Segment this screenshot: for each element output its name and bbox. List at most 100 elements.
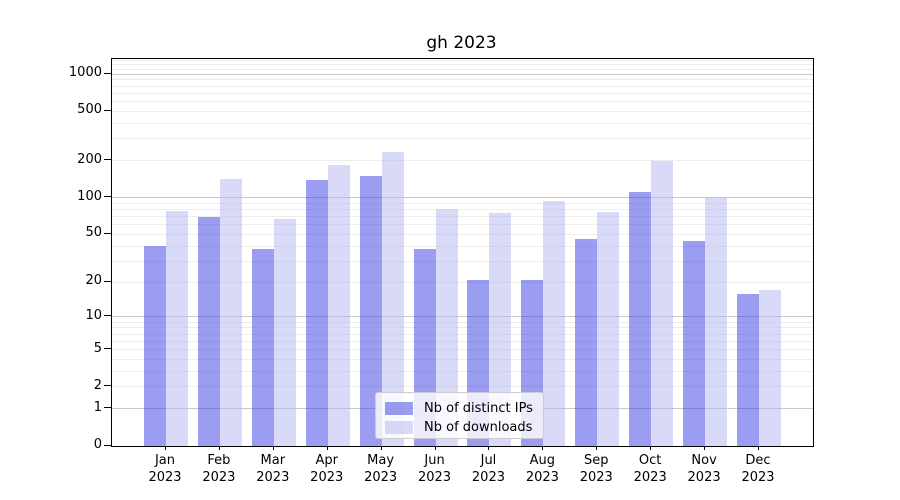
y-tick bbox=[104, 385, 111, 387]
x-tick-label: Jul 2023 bbox=[456, 452, 520, 486]
plot-area bbox=[111, 58, 814, 447]
y-gridline-minor bbox=[112, 138, 813, 140]
x-tick-label-year: 2023 bbox=[633, 470, 667, 485]
x-tick bbox=[326, 446, 328, 450]
y-gridline-minor bbox=[112, 327, 813, 329]
y-tick-label: 1 bbox=[93, 399, 102, 415]
bar-nb-of-distinct-ips-sep bbox=[575, 238, 598, 446]
bar-nb-of-distinct-ips-nov bbox=[683, 241, 706, 446]
y-tick bbox=[104, 407, 111, 409]
legend-item-downloads: Nb of downloads bbox=[385, 418, 535, 436]
bar-nb-of-downloads-oct bbox=[651, 160, 674, 446]
y-tick bbox=[104, 196, 111, 198]
x-tick-label-year: 2023 bbox=[471, 470, 505, 485]
x-tick bbox=[380, 446, 382, 450]
legend: Nb of distinct IPs Nb of downloads bbox=[375, 392, 544, 439]
y-gridline-minor bbox=[112, 209, 813, 211]
x-tick-label-year: 2023 bbox=[310, 470, 344, 485]
x-tick-label: Apr 2023 bbox=[295, 452, 359, 486]
y-gridline-minor bbox=[112, 340, 813, 342]
y-gridline-minor bbox=[112, 122, 813, 124]
x-tick-label: Jan 2023 bbox=[133, 452, 197, 486]
bar-nb-of-distinct-ips-apr bbox=[305, 180, 328, 446]
y-gridline-minor bbox=[112, 386, 813, 388]
y-gridline-major bbox=[112, 197, 813, 199]
chart-title: gh 2023 bbox=[426, 33, 497, 53]
bar-nb-of-downloads-mar bbox=[273, 218, 296, 446]
legend-label-distinct-ips: Nb of distinct IPs bbox=[424, 400, 533, 416]
y-gridline-minor bbox=[112, 216, 813, 218]
y-gridline-minor bbox=[112, 202, 813, 204]
y-tick bbox=[104, 159, 111, 161]
x-tick bbox=[542, 446, 544, 450]
y-tick bbox=[104, 444, 111, 446]
bar-nb-of-downloads-may bbox=[381, 151, 404, 446]
x-tick bbox=[704, 446, 706, 450]
x-tick-label-year: 2023 bbox=[579, 470, 613, 485]
bar-nb-of-distinct-ips-mar bbox=[251, 248, 274, 446]
y-gridline-minor bbox=[112, 224, 813, 226]
y-tick-label: 20 bbox=[85, 273, 102, 289]
bar-nb-of-downloads-nov bbox=[705, 197, 728, 446]
y-gridline-minor bbox=[112, 321, 813, 323]
x-tick bbox=[488, 446, 490, 450]
x-tick bbox=[434, 446, 436, 450]
legend-swatch-distinct-ips-icon bbox=[385, 401, 413, 415]
y-gridline-minor bbox=[112, 281, 813, 283]
y-gridline-minor bbox=[112, 101, 813, 103]
bar-nb-of-distinct-ips-may bbox=[359, 176, 382, 446]
y-gridline-minor bbox=[112, 160, 813, 162]
y-gridline-minor bbox=[112, 245, 813, 247]
legend-swatch-downloads-icon bbox=[385, 420, 413, 434]
y-tick bbox=[104, 280, 111, 282]
x-tick-label-year: 2023 bbox=[364, 470, 398, 485]
x-tick bbox=[596, 446, 598, 450]
x-tick-label-year: 2023 bbox=[256, 470, 290, 485]
x-tick bbox=[650, 446, 652, 450]
y-tick bbox=[104, 232, 111, 234]
x-tick-label: Oct 2023 bbox=[618, 452, 682, 486]
y-gridline-major bbox=[112, 73, 813, 75]
x-tick-label-year: 2023 bbox=[525, 470, 559, 485]
bar-nb-of-downloads-jul bbox=[489, 212, 512, 446]
x-tick bbox=[758, 446, 759, 450]
y-tick-label: 1000 bbox=[68, 65, 102, 81]
y-tick-label: 2 bbox=[93, 377, 102, 393]
y-tick bbox=[104, 72, 111, 74]
y-gridline-minor bbox=[112, 110, 813, 112]
x-tick-label-year: 2023 bbox=[148, 470, 182, 485]
bar-nb-of-downloads-sep bbox=[597, 212, 620, 446]
bar-nb-of-downloads-jun bbox=[435, 208, 458, 446]
bar-nb-of-distinct-ips-dec bbox=[737, 293, 759, 446]
bar-nb-of-downloads-dec bbox=[759, 290, 781, 446]
y-gridline-minor bbox=[112, 79, 813, 81]
x-tick-label: Sep 2023 bbox=[564, 452, 628, 486]
y-gridline-minor bbox=[112, 370, 813, 372]
y-gridline-minor bbox=[112, 233, 813, 235]
x-tick-label: Dec 2023 bbox=[726, 452, 790, 486]
x-tick-label-year: 2023 bbox=[417, 470, 452, 485]
bar-nb-of-distinct-ips-jan bbox=[144, 246, 166, 446]
y-gridline-minor bbox=[112, 349, 813, 351]
x-tick bbox=[218, 446, 220, 450]
y-tick-label: 50 bbox=[85, 225, 102, 241]
bar-nb-of-distinct-ips-oct bbox=[629, 192, 652, 446]
y-tick bbox=[104, 348, 111, 350]
y-gridline-minor bbox=[112, 63, 813, 65]
bar-nb-of-downloads-feb bbox=[219, 178, 242, 446]
x-tick-label: Feb 2023 bbox=[187, 452, 251, 486]
bar-nb-of-downloads-jan bbox=[166, 210, 188, 446]
y-gridline-minor bbox=[112, 92, 813, 94]
x-tick-label: Aug 2023 bbox=[510, 452, 574, 486]
y-tick-label: 100 bbox=[77, 188, 102, 204]
y-tick-label: 200 bbox=[77, 151, 102, 167]
y-tick-label: 10 bbox=[85, 307, 102, 323]
bar-nb-of-downloads-aug bbox=[543, 200, 566, 446]
x-tick-label-year: 2023 bbox=[202, 470, 236, 485]
y-gridline-minor bbox=[112, 59, 813, 61]
y-gridline-minor bbox=[112, 85, 813, 87]
y-tick-label: 0 bbox=[93, 437, 102, 452]
x-tick-label: Mar 2023 bbox=[241, 452, 305, 486]
x-tick bbox=[165, 446, 166, 450]
